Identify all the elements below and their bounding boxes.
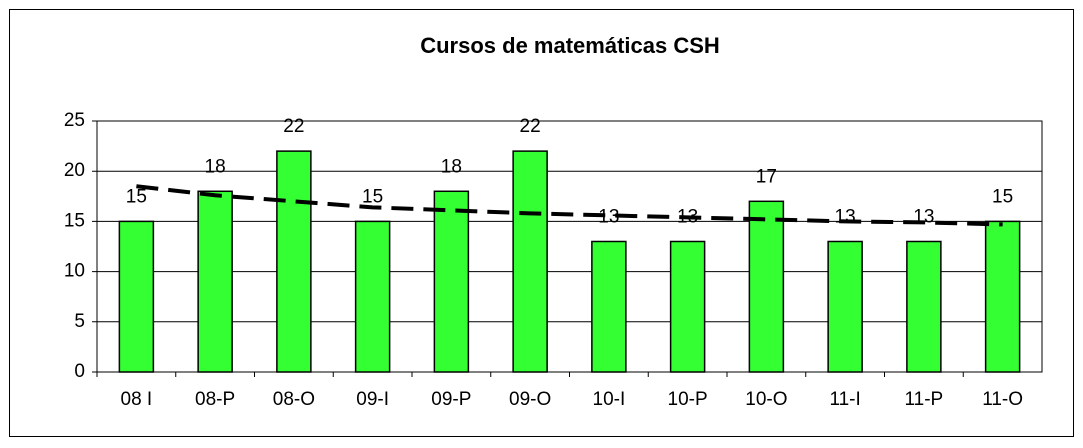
x-tick-label: 08-P xyxy=(195,389,235,410)
data-label: 13 xyxy=(598,206,619,227)
x-tick-label: 08-O xyxy=(273,389,315,410)
data-label: 15 xyxy=(362,186,383,207)
data-label: 13 xyxy=(913,206,934,227)
x-tick-label: 10-I xyxy=(593,389,626,410)
bar xyxy=(827,240,863,373)
bar xyxy=(984,220,1021,373)
bar xyxy=(433,190,470,373)
data-label: 22 xyxy=(283,116,304,137)
data-label: 13 xyxy=(677,206,698,227)
data-label: 17 xyxy=(756,166,777,187)
y-tick-label: 10 xyxy=(64,261,85,282)
plot-area xyxy=(96,120,1043,373)
y-tick-label: 5 xyxy=(74,311,85,332)
x-tick-label: 11-O xyxy=(982,389,1023,410)
bar xyxy=(118,220,155,373)
data-label: 22 xyxy=(520,116,541,137)
x-tick-label: 11-P xyxy=(905,389,944,410)
data-label: 18 xyxy=(205,156,226,177)
bar xyxy=(669,240,706,373)
x-tick-label: 08 I xyxy=(121,389,153,410)
y-tick-label: 20 xyxy=(64,160,85,181)
data-label: 18 xyxy=(441,156,462,177)
x-tick-label: 10-O xyxy=(745,389,787,410)
x-tick-label: 09-P xyxy=(431,389,471,410)
y-tick-label: 15 xyxy=(64,210,85,231)
x-tick-label: 09-O xyxy=(509,389,551,410)
y-tick-label: 25 xyxy=(64,110,85,131)
bar xyxy=(354,220,391,373)
bar xyxy=(906,240,942,373)
data-label: 15 xyxy=(992,186,1013,207)
bar xyxy=(748,200,785,373)
bar xyxy=(197,190,233,373)
chart-title: Cursos de matemáticas CSH xyxy=(420,33,720,58)
data-label: 15 xyxy=(126,186,147,207)
bar xyxy=(591,240,627,373)
x-tick-label: 11-I xyxy=(829,389,860,410)
bar xyxy=(276,150,312,373)
x-tick-label: 09-I xyxy=(356,389,389,410)
bar xyxy=(512,150,548,373)
y-tick-label: 0 xyxy=(74,361,85,382)
data-label: 13 xyxy=(835,206,856,227)
trendline xyxy=(136,184,1003,227)
x-tick-label: 10-P xyxy=(668,389,708,410)
